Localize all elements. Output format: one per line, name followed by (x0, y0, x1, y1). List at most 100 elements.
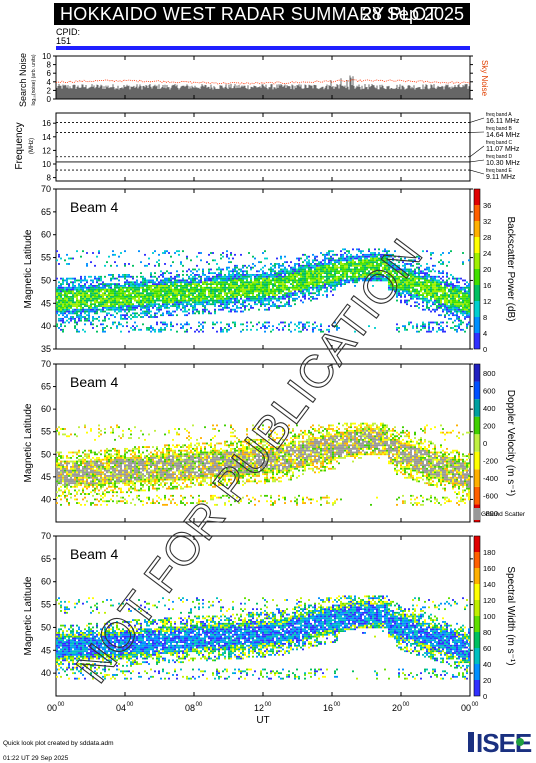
radar-cell (116, 451, 118, 454)
radar-cell (280, 279, 282, 282)
radar-cell (278, 306, 280, 309)
radar-cell (68, 460, 70, 463)
radar-cell (240, 295, 242, 298)
radar-cell (214, 288, 216, 291)
radar-cell (190, 294, 192, 296)
radar-cell (346, 270, 348, 273)
radar-cell (128, 299, 130, 302)
radar-cell (216, 268, 218, 271)
radar-cell (202, 288, 204, 291)
radar-cell (100, 297, 102, 300)
radar-cell (348, 281, 350, 284)
radar-cell (388, 268, 390, 271)
radar-cell (318, 274, 320, 276)
radar-cell (134, 288, 136, 291)
radar-cell (438, 270, 440, 273)
radar-cell (222, 286, 224, 289)
radar-cell (232, 290, 234, 293)
radar-cell (100, 290, 102, 293)
radar-cell (90, 275, 92, 278)
radar-cell (58, 487, 60, 490)
radar-cell (302, 270, 304, 273)
radar-cell (72, 475, 74, 477)
radar-cell (228, 290, 230, 293)
radar-cell (322, 253, 324, 256)
radar-cell (62, 305, 64, 307)
radar-cell (456, 325, 458, 328)
radar-cell (106, 491, 108, 494)
radar-cell (114, 316, 116, 318)
radar-cell (124, 264, 126, 267)
radar-cell (102, 466, 104, 468)
radar-cell (378, 272, 380, 275)
radar-cell (380, 255, 382, 258)
radar-cell (220, 330, 222, 333)
radar-cell (170, 323, 172, 326)
radar-cell (380, 264, 382, 267)
radar-cell (268, 290, 270, 293)
radar-cell (248, 288, 250, 291)
radar-cell (428, 288, 430, 291)
radar-cell (238, 301, 240, 304)
radar-cell (444, 316, 446, 318)
radar-cell (314, 270, 316, 273)
radar-cell (260, 285, 262, 287)
radar-cell (446, 281, 448, 284)
radar-cell (154, 290, 156, 293)
radar-cell (260, 283, 262, 285)
radar-cell (110, 475, 112, 477)
radar-cell (204, 321, 206, 324)
radar-cell (378, 252, 380, 254)
radar-cell (316, 297, 318, 300)
radar-cell (278, 290, 280, 293)
radar-cell (336, 275, 338, 278)
radar-cell (450, 283, 452, 285)
radar-cell (74, 475, 76, 477)
radar-cell (332, 263, 334, 265)
radar-cell (354, 266, 356, 269)
radar-cell (338, 270, 340, 273)
radar-cell (284, 292, 286, 295)
radar-cell (422, 285, 424, 287)
radar-cell (234, 325, 236, 328)
radar-cell (62, 455, 64, 457)
radar-cell (422, 270, 424, 273)
radar-cell (136, 283, 138, 285)
radar-cell (110, 460, 112, 463)
radar-cell (100, 294, 102, 296)
radar-cell (382, 277, 384, 280)
radar-cell (178, 303, 180, 306)
radar-cell (112, 299, 114, 302)
radar-cell (90, 460, 92, 463)
radar-cell (98, 303, 100, 306)
radar-cell (64, 496, 66, 499)
radar-cell (426, 275, 428, 278)
radar-cell (422, 305, 424, 307)
radar-cell (222, 268, 224, 271)
radar-cell (78, 482, 80, 485)
radar-cell (220, 290, 222, 293)
radar-cell (336, 268, 338, 271)
radar-cell (170, 286, 172, 289)
radar-cell (258, 294, 260, 296)
radar-cell (62, 277, 64, 280)
radar-cell (76, 312, 78, 315)
radar-cell (64, 475, 66, 477)
radar-cell (278, 292, 280, 295)
radar-cell (416, 297, 418, 300)
radar-cell (436, 275, 438, 278)
radar-cell (284, 283, 286, 285)
radar-cell (194, 330, 196, 333)
radar-cell (366, 259, 368, 262)
radar-cell (246, 299, 248, 302)
radar-cell (254, 288, 256, 291)
radar-cell (410, 285, 412, 287)
radar-cell (412, 283, 414, 285)
radar-cell (182, 306, 184, 309)
radar-cell (84, 466, 86, 468)
radar-cell (424, 268, 426, 271)
radar-cell (92, 306, 94, 309)
radar-cell (204, 290, 206, 293)
radar-cell (324, 266, 326, 269)
radar-cell (96, 485, 98, 488)
